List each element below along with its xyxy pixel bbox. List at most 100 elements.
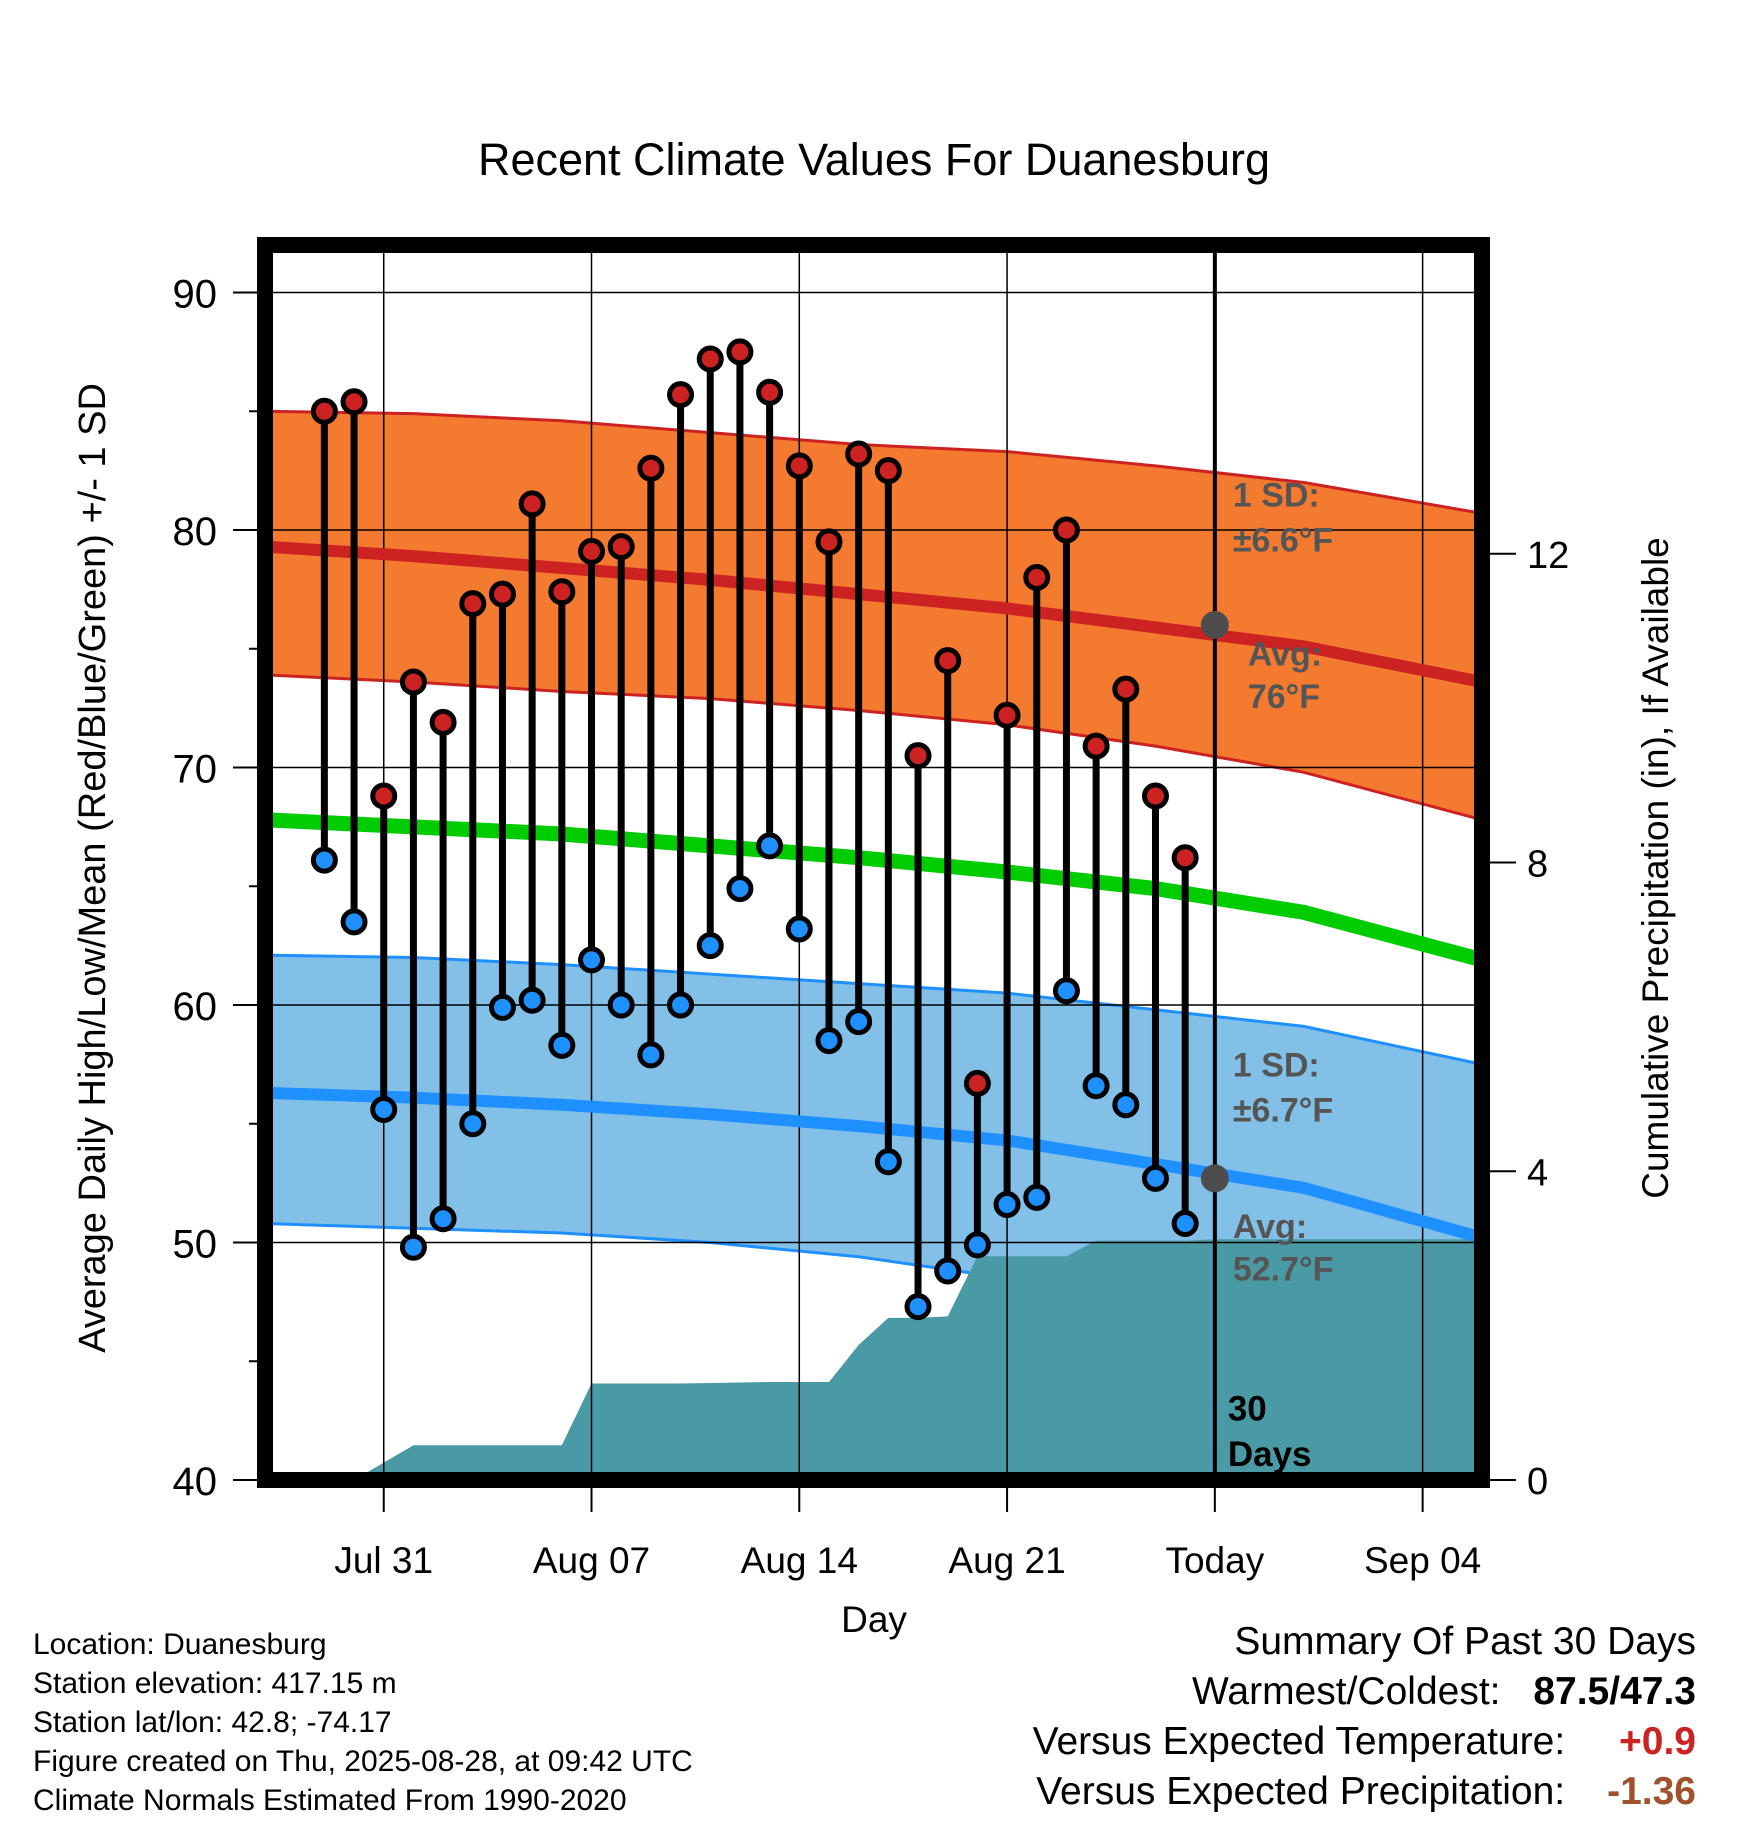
daily-low-point [874,1148,902,1176]
daily-high-point [963,1069,991,1097]
daily-high-point [310,397,338,425]
daily-low-point [1082,1072,1110,1100]
daily-low-point [578,946,606,974]
daily-low-point [399,1233,427,1261]
daily-high-point [756,378,784,406]
daily-high-point [607,533,635,561]
info-created: Figure created on Thu, 2025-08-28, at 09… [33,1745,693,1778]
x-tick-label: Sep 04 [1364,1540,1481,1581]
today-low-avg-marker [1200,1164,1229,1193]
temp-value: +0.9 [1619,1720,1696,1763]
daily-low-point [429,1205,457,1233]
daily-low-point [667,991,695,1019]
daily-high-point [459,590,487,618]
daily-low-point [1171,1210,1199,1237]
daily-low-point [756,832,784,860]
daily-low-point [1141,1164,1169,1192]
high-avg-value: 76°F [1248,678,1320,716]
daily-high-point [1023,564,1051,591]
daily-high-point [399,668,427,696]
x-tick-label: Aug 07 [533,1540,650,1581]
x-tick-label: Aug 21 [948,1540,1065,1581]
daily-low-point [1023,1183,1051,1211]
daily-low-point [726,875,754,903]
daily-low-point [488,993,516,1021]
low-sd-value: ±6.7°F [1233,1091,1333,1129]
summary-temp: Versus Expected Temperature: +0.9 [1033,1720,1696,1764]
precip-label: Versus Expected Precipitation: [1036,1770,1566,1813]
daily-high-point [874,457,902,485]
info-latlon: Station lat/lon: 42.8; -74.17 [33,1706,392,1739]
plot-area: 1 SD: ±6.6°F Avg: 76°F 1 SD: ±6.7°F Avg: 52.7°F… [173,237,1569,1581]
daily-high-point [1082,732,1110,760]
daily-low-point [518,986,546,1014]
daily-high-point [340,388,368,416]
window-label-count: 30 [1228,1390,1267,1429]
daily-low-point [459,1110,487,1138]
daily-low-point [696,932,724,960]
low-average-line [264,1086,1484,1244]
temp-label: Versus Expected Temperature: [1032,1720,1566,1763]
y2-tick-label: 8 [1527,844,1548,886]
low-avg-label: Avg: [1233,1208,1307,1246]
daily-high-point [370,782,398,810]
daily-high-point [1171,844,1199,872]
daily-high-point [993,701,1021,729]
summary-precip: Versus Expected Precipitation: -1.36 [1036,1770,1696,1814]
daily-low-point [370,1096,398,1123]
daily-low-point [845,1008,873,1036]
summary-warm-cold: Warmest/Coldest: 87.5/47.3 [1192,1670,1696,1714]
daily-low-point [1052,977,1080,1005]
high-sd-band [265,411,1482,820]
info-normals: Climate Normals Estimated From 1990-2020 [33,1784,627,1817]
info-elevation: Station elevation: 417.15 m [33,1667,397,1700]
precipitation-area [265,1239,1482,1480]
y-tick-label: 70 [173,748,218,792]
y2-tick-label: 4 [1527,1152,1548,1194]
high-sd-label: 1 SD: [1233,476,1320,514]
daily-low-point [637,1041,665,1069]
daily-high-point [904,742,932,770]
daily-high-point [726,338,754,366]
y-tick-label: 60 [173,985,218,1029]
daily-high-point [696,345,724,373]
daily-high-point [1112,675,1140,703]
daily-low-point [904,1293,932,1321]
high-avg-label: Avg: [1248,635,1322,673]
daily-low-point [934,1257,962,1285]
x-tick-label: Today [1165,1540,1264,1581]
daily-low-point [548,1031,576,1059]
low-sd-label: 1 SD: [1233,1046,1320,1084]
daily-high-point [1052,516,1080,544]
daily-high-point [488,580,516,608]
daily-low-point [340,908,368,936]
daily-high-point [637,454,665,482]
y2-tick-label: 12 [1527,535,1569,577]
daily-low-point [607,991,635,1019]
summary-title: Summary Of Past 30 Days [1234,1620,1696,1663]
daily-low-point [1112,1091,1140,1119]
today-high-avg-marker [1200,611,1229,639]
x-tick-label: Jul 31 [334,1540,433,1581]
y-tick-label: 50 [173,1223,218,1267]
y-tick-label: 90 [173,273,218,317]
daily-high-point [1141,782,1169,810]
low-avg-value: 52.7°F [1233,1251,1334,1289]
warm-cold-value: 87.5/47.3 [1533,1670,1696,1713]
y-tick-label: 40 [173,1460,218,1504]
x-tick-label: Aug 14 [741,1540,858,1581]
daily-high-point [429,708,457,736]
precip-value: -1.36 [1607,1770,1696,1813]
y2-tick-label: 0 [1527,1461,1548,1503]
daily-low-point [963,1231,991,1259]
y2-axis-label: Cumulative Precipitation (in), If Availa… [1635,537,1676,1199]
daily-high-point [518,490,546,518]
daily-high-point [934,647,962,675]
daily-high-point [548,578,576,606]
daily-low-point [785,915,813,943]
high-sd-value: ±6.6°F [1233,521,1333,559]
window-label-unit: Days [1228,1435,1312,1474]
daily-low-point [815,1027,843,1055]
daily-high-point [667,381,695,409]
